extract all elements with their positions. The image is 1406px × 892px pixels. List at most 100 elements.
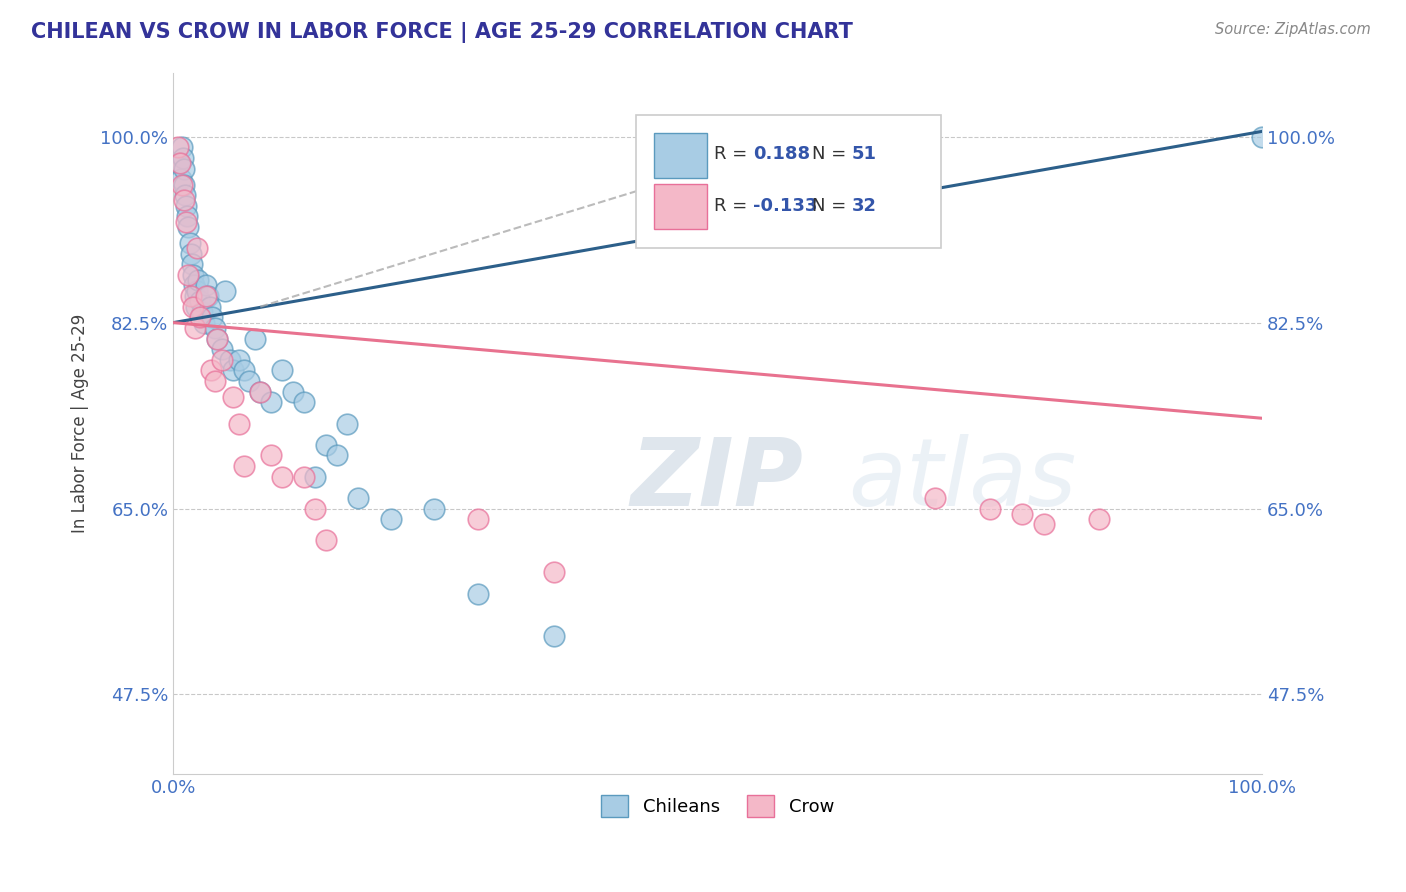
Point [228, 417, 250, 431]
Point [271, 469, 294, 483]
Point [924, 491, 946, 505]
Point [281, 384, 304, 399]
Point [222, 363, 245, 377]
Point [177, 220, 200, 235]
Point [197, 289, 219, 303]
Point [304, 501, 326, 516]
Point [166, 140, 188, 154]
Point [186, 241, 208, 255]
Point [238, 374, 260, 388]
Point [249, 384, 271, 399]
Point [170, 178, 193, 192]
Point [543, 566, 565, 580]
Text: ZIP: ZIP [630, 434, 803, 525]
Point [180, 257, 202, 271]
Point [1011, 507, 1033, 521]
Point [325, 449, 347, 463]
Point [194, 289, 217, 303]
Text: atlas: atlas [848, 434, 1077, 525]
Point [1087, 512, 1109, 526]
Point [336, 417, 359, 431]
Text: R =: R = [714, 197, 754, 215]
Point [193, 316, 215, 330]
Point [204, 321, 226, 335]
Point [169, 156, 191, 170]
Point [243, 332, 266, 346]
Point [172, 151, 194, 165]
FancyBboxPatch shape [654, 184, 707, 229]
Point [173, 178, 195, 192]
Text: -0.133: -0.133 [754, 197, 818, 215]
Point [176, 210, 198, 224]
Point [181, 300, 204, 314]
Point [304, 469, 326, 483]
Point [179, 235, 201, 250]
Point [543, 629, 565, 643]
Text: N =: N = [813, 145, 852, 162]
Point [194, 278, 217, 293]
Point [205, 332, 228, 346]
Text: R =: R = [714, 145, 754, 162]
Text: Source: ZipAtlas.com: Source: ZipAtlas.com [1215, 22, 1371, 37]
Text: 51: 51 [852, 145, 876, 162]
Legend: Chileans, Crow: Chileans, Crow [593, 789, 841, 825]
Point [218, 352, 240, 367]
Point [1033, 517, 1056, 532]
Point [170, 172, 193, 186]
Point [186, 284, 208, 298]
Point [177, 268, 200, 282]
Point [222, 390, 245, 404]
Point [174, 215, 197, 229]
Point [205, 332, 228, 346]
Point [423, 501, 446, 516]
Point [180, 289, 202, 303]
Point [167, 156, 190, 170]
Point [211, 342, 233, 356]
Point [292, 469, 315, 483]
Point [184, 289, 207, 303]
Point [180, 246, 202, 260]
Point [315, 533, 337, 548]
Point [233, 458, 256, 473]
Point [233, 363, 256, 377]
Point [260, 395, 283, 409]
Point [173, 194, 195, 208]
Point [211, 352, 233, 367]
Point [467, 512, 489, 526]
Point [190, 310, 212, 325]
Point [170, 140, 193, 154]
Point [380, 512, 402, 526]
Point [174, 199, 197, 213]
Point [200, 363, 222, 377]
Point [173, 161, 195, 176]
Text: 0.188: 0.188 [754, 145, 811, 162]
Point [190, 305, 212, 319]
Point [315, 438, 337, 452]
Point [347, 491, 370, 505]
Point [187, 273, 209, 287]
Text: N =: N = [813, 197, 852, 215]
Point [249, 384, 271, 399]
FancyBboxPatch shape [654, 133, 707, 178]
Point [183, 278, 205, 293]
Point [190, 294, 212, 309]
Point [184, 300, 207, 314]
Y-axis label: In Labor Force | Age 25-29: In Labor Force | Age 25-29 [72, 314, 89, 533]
Text: 32: 32 [852, 197, 876, 215]
Point [181, 268, 204, 282]
Point [260, 449, 283, 463]
Point [200, 300, 222, 314]
Point [979, 501, 1001, 516]
Text: CHILEAN VS CROW IN LABOR FORCE | AGE 25-29 CORRELATION CHART: CHILEAN VS CROW IN LABOR FORCE | AGE 25-… [31, 22, 853, 44]
Point [174, 188, 197, 202]
Point [228, 352, 250, 367]
FancyBboxPatch shape [636, 115, 941, 248]
Point [184, 321, 207, 335]
Point [1251, 129, 1274, 144]
Point [467, 586, 489, 600]
Point [214, 284, 236, 298]
Point [292, 395, 315, 409]
Point [271, 363, 294, 377]
Point [204, 374, 226, 388]
Point [201, 310, 224, 325]
